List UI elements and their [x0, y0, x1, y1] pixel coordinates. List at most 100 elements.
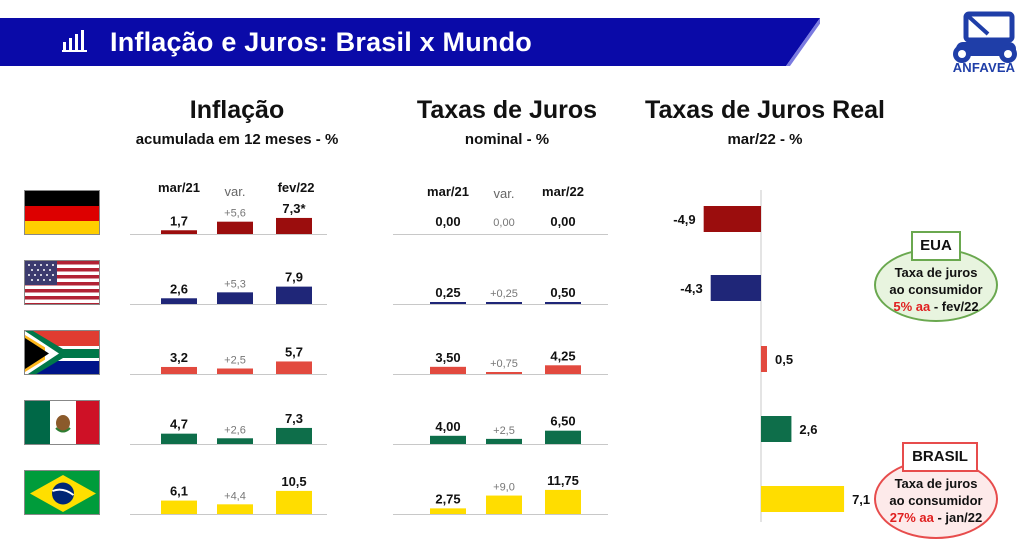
- inflation-bar: [276, 286, 312, 304]
- nominal-bar: [430, 508, 466, 514]
- eua-callout-line1: Taxa de juros: [894, 265, 978, 280]
- inflation-bar: [217, 292, 253, 304]
- inflation-bar: [217, 504, 253, 514]
- inflation-title: Inflação: [189, 96, 285, 124]
- inflation-data-label: +2,5: [224, 355, 246, 367]
- inflation-data-label: +2,6: [224, 424, 246, 436]
- anfavea-logo: [953, 11, 1017, 63]
- nominal-bar: [545, 430, 581, 444]
- inflation-bar: [161, 230, 197, 234]
- inflation-data-label: 6,1: [170, 484, 188, 499]
- inflation-data-label: 3,2: [170, 350, 188, 365]
- page-title: Inflação e Juros: Brasil x Mundo: [110, 27, 532, 57]
- inflation-bar: [217, 221, 253, 234]
- flag-germany-icon: [24, 190, 100, 235]
- inflation-col1-label: mar/21: [158, 180, 200, 195]
- nominal-subtitle: nominal - %: [464, 131, 550, 148]
- inflation-bar: [217, 368, 253, 374]
- nominal-data-label: +0,25: [490, 288, 518, 300]
- banner-background: [0, 18, 820, 66]
- flag-brazil-icon: [24, 470, 100, 515]
- nominal-data-label: 4,25: [550, 348, 575, 363]
- nominal-bar: [486, 372, 522, 374]
- nominal-data-label: +2,5: [493, 425, 515, 437]
- nominal-var-label: var.: [493, 186, 515, 201]
- nominal-bar: [430, 435, 466, 444]
- inflation-bar: [276, 217, 312, 234]
- nominal-col1-label: mar/21: [427, 184, 469, 199]
- real-subtitle: mar/22 - %: [727, 131, 803, 148]
- inflation-bar: [161, 500, 197, 514]
- nominal-data-label: +9,0: [493, 482, 515, 494]
- nominal-data-label: 11,75: [547, 473, 579, 488]
- inflation-data-label: 7,3*: [282, 201, 306, 216]
- inflation-data-label: 10,5: [281, 474, 306, 489]
- inflation-bar: [276, 490, 312, 514]
- real-rate-label: 0,5: [775, 352, 793, 367]
- inflation-data-label: 4,7: [170, 417, 188, 432]
- inflation-data-label: 5,7: [285, 344, 303, 359]
- brasil-callout-line3: 27% aa - jan/22: [889, 510, 983, 525]
- nominal-data-label: 3,50: [435, 350, 460, 365]
- inflation-data-label: 1,7: [170, 213, 188, 228]
- nominal-bar: [430, 302, 466, 304]
- real-rate-label: 7,1: [852, 492, 870, 507]
- inflation-bar: [276, 361, 312, 374]
- nominal-data-label: 4,00: [435, 419, 460, 434]
- nominal-data-label: +0,75: [490, 358, 518, 370]
- real-rate-label: 2,6: [799, 422, 817, 437]
- nominal-bar: [486, 438, 522, 444]
- real-rate-bar: [761, 486, 845, 512]
- brasil-callout: Taxa de juros ao consumidor 27% aa - jan…: [874, 459, 998, 539]
- real-rate-label: -4,3: [680, 281, 702, 296]
- eua-callout-line2: ao consumidor: [889, 282, 983, 297]
- nominal-bar: [545, 489, 581, 514]
- nominal-data-label: 0,00: [550, 214, 575, 229]
- bar-chart-icon: [62, 30, 87, 52]
- inflation-data-label: +4,4: [224, 490, 246, 502]
- inflation-bar: [161, 298, 197, 304]
- nominal-data-label: 0,50: [550, 285, 575, 300]
- real-rate-bar: [761, 346, 767, 372]
- nominal-bar: [545, 302, 581, 304]
- inflation-bar: [217, 438, 253, 444]
- nominal-data-label: 6,50: [550, 414, 575, 429]
- inflation-data-label: +5,3: [224, 278, 246, 290]
- flag-south-africa-icon: [24, 330, 100, 375]
- real-rate-bar: [703, 206, 761, 232]
- real-title: Taxas de Juros Real: [645, 96, 885, 124]
- real-rate-label: -4,9: [673, 212, 695, 227]
- inflation-data-label: 7,3: [285, 411, 303, 426]
- flag-usa-icon: [24, 260, 100, 305]
- nominal-bar: [430, 366, 466, 374]
- nominal-bar: [486, 302, 522, 304]
- inflation-data-label: 2,6: [170, 281, 188, 296]
- nominal-data-label: 2,75: [435, 491, 460, 506]
- brasil-callout-line1: Taxa de juros: [894, 476, 978, 491]
- brasil-tag: BRASIL: [902, 442, 978, 472]
- inflation-bar: [276, 427, 312, 444]
- eua-tag: EUA: [911, 231, 961, 261]
- nominal-data-label: 0,00: [493, 217, 514, 229]
- inflation-var-label: var.: [224, 184, 246, 199]
- nominal-bar: [486, 495, 522, 514]
- inflation-bar: [161, 433, 197, 444]
- real-rate-bar: [710, 275, 761, 301]
- inflation-data-label: +5,6: [224, 208, 246, 220]
- nominal-col2-label: mar/22: [542, 184, 584, 199]
- inflation-col2-label: fev/22: [277, 180, 315, 195]
- nominal-data-label: 0,00: [435, 214, 460, 229]
- nominal-title: Taxas de Juros: [416, 96, 598, 124]
- brasil-callout-line2: ao consumidor: [889, 493, 983, 508]
- eua-callout-line3: 5% aa - fev/22: [893, 299, 979, 314]
- flag-mexico-icon: [24, 400, 100, 445]
- inflation-data-label: 7,9: [285, 270, 303, 285]
- eua-callout: Taxa de juros ao consumidor 5% aa - fev/…: [874, 248, 998, 322]
- logo-text: ANFAVEA: [952, 60, 1016, 75]
- nominal-data-label: 0,25: [435, 285, 460, 300]
- inflation-bar: [161, 366, 197, 374]
- nominal-bar: [545, 365, 581, 374]
- real-rate-bar: [761, 416, 792, 442]
- title-banner: [0, 18, 820, 66]
